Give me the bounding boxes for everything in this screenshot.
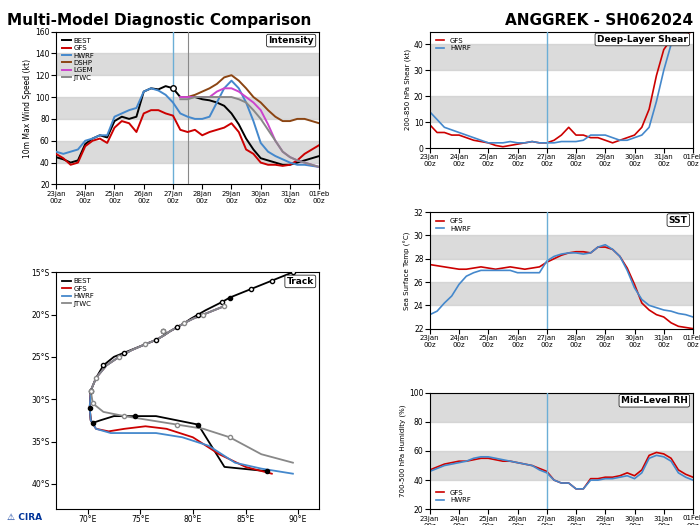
Bar <box>56 97 319 119</box>
Legend: BEST, GFS, HWRF, JTWC: BEST, GFS, HWRF, JTWC <box>60 276 97 309</box>
Bar <box>430 451 693 480</box>
Text: ⚠ CIRA: ⚠ CIRA <box>7 513 42 522</box>
Text: SST: SST <box>669 216 687 225</box>
Y-axis label: 700-500 hPa Humidity (%): 700-500 hPa Humidity (%) <box>400 405 406 497</box>
Bar <box>430 393 693 422</box>
Text: Mid-Level RH: Mid-Level RH <box>621 396 687 405</box>
Y-axis label: Sea Surface Temp (°C): Sea Surface Temp (°C) <box>404 231 411 310</box>
Text: Track: Track <box>287 277 314 286</box>
Y-axis label: 200-850 hPa Shear (kt): 200-850 hPa Shear (kt) <box>405 49 411 130</box>
Text: Deep-Layer Shear: Deep-Layer Shear <box>597 35 687 44</box>
Text: ANGGREK - SH062024: ANGGREK - SH062024 <box>505 13 693 28</box>
Bar <box>430 45 693 70</box>
Bar <box>430 282 693 306</box>
Bar <box>56 54 319 75</box>
Legend: BEST, GFS, HWRF, DSHP, LGEM, JTWC: BEST, GFS, HWRF, DSHP, LGEM, JTWC <box>60 35 97 83</box>
Bar <box>56 141 319 163</box>
Text: Multi-Model Diagnostic Comparison: Multi-Model Diagnostic Comparison <box>7 13 312 28</box>
Legend: GFS, HWRF: GFS, HWRF <box>433 216 474 235</box>
Bar <box>430 96 693 122</box>
Legend: GFS, HWRF: GFS, HWRF <box>433 35 474 54</box>
Legend: GFS, HWRF: GFS, HWRF <box>433 487 474 506</box>
Text: Intensity: Intensity <box>268 36 314 45</box>
Bar <box>430 235 693 259</box>
Y-axis label: 10m Max Wind Speed (kt): 10m Max Wind Speed (kt) <box>24 58 32 158</box>
